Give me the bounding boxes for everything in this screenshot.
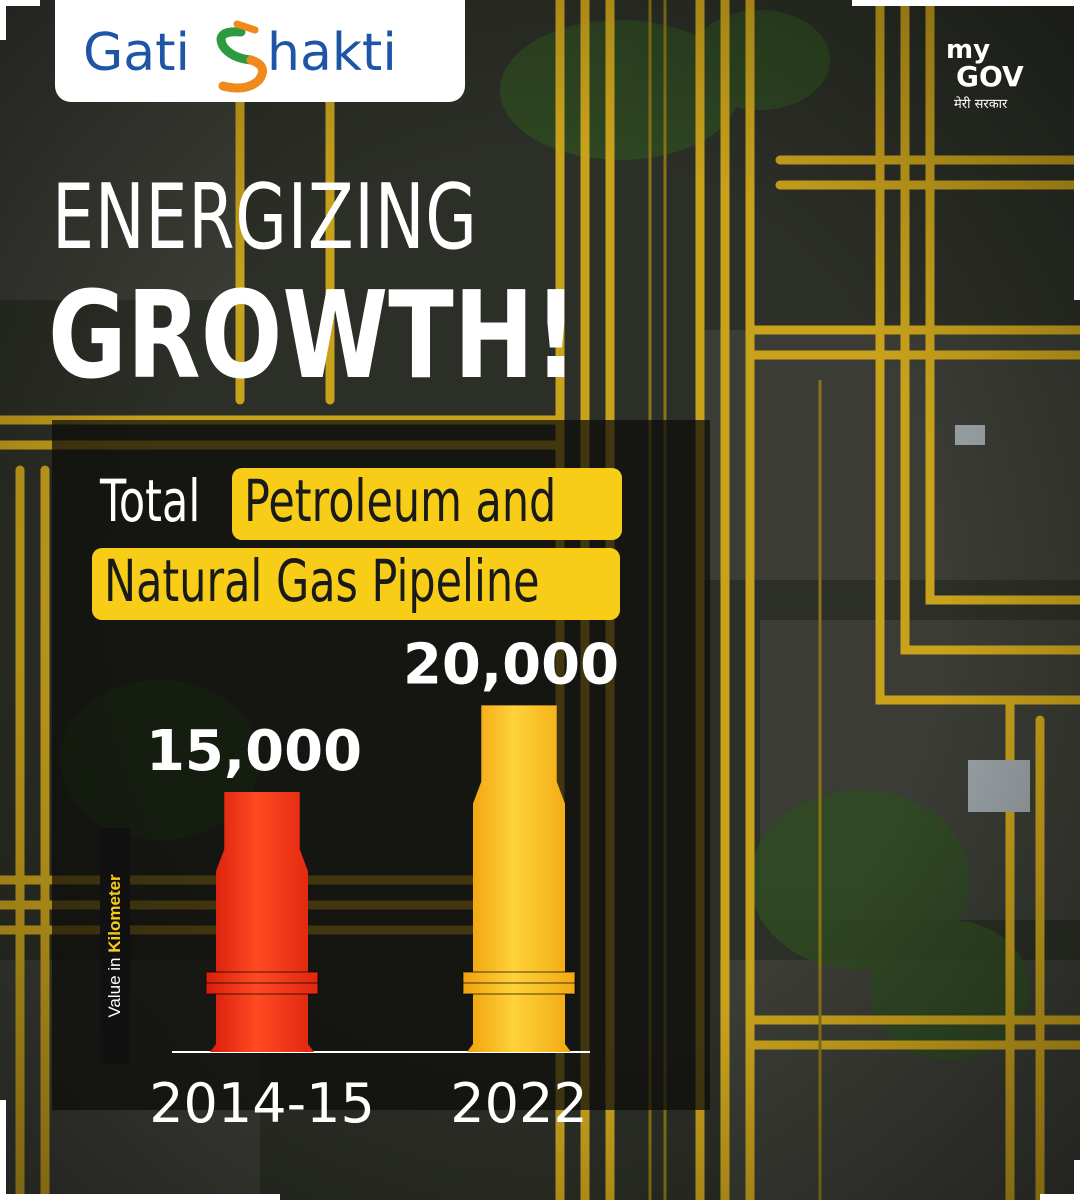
bar-category-label: 2022: [450, 1072, 587, 1135]
bar-value-label: 15,000: [146, 719, 362, 784]
bar-2022: 20,000 2022: [403, 632, 619, 1135]
bar-value-label: 20,000: [403, 632, 619, 697]
gati-shakti-logo: Gati hakti: [55, 0, 465, 102]
mygov-main-text: GOV: [956, 60, 1024, 93]
bar-flange: [205, 971, 319, 995]
subtitle-highlight-2: [92, 548, 620, 620]
mygov-top-text: my: [946, 36, 990, 65]
bar-2014-15: 15,000 2014-15: [146, 719, 375, 1135]
frame-corner-tr-v: [1074, 0, 1080, 300]
frame-corner-bl: [0, 1194, 280, 1200]
y-axis-label-box: [100, 828, 130, 1064]
frame-corner-bl-v: [0, 1100, 6, 1200]
bar-body: [210, 792, 314, 1052]
logo-s-swoosh-icon: [216, 20, 268, 93]
logo-left-text: Gati: [83, 23, 190, 83]
frame-corner-tl-v: [0, 0, 6, 40]
subtitle-plain: Total: [100, 467, 201, 535]
frame-corner-tr: [852, 0, 1080, 6]
mygov-logo: my GOV मेरी सरकार: [946, 36, 1024, 112]
frame-corner-tl: [0, 0, 40, 6]
headline-line-1: ENERGIZING: [52, 165, 478, 270]
subtitle-highlight-text-2: Natural Gas Pipeline: [104, 547, 540, 615]
bar-category-label: 2014-15: [149, 1072, 375, 1135]
bar-body: [467, 705, 571, 1052]
bar-flange: [462, 971, 576, 995]
mygov-tagline: मेरी सरकार: [954, 96, 1008, 112]
frame-corner-br: [1040, 1194, 1080, 1200]
frame-corner-br-v: [1074, 1160, 1080, 1200]
logo-right-text: hakti: [267, 23, 397, 83]
headline-line-2: GROWTH!: [48, 267, 578, 406]
subtitle-highlight-1: [232, 468, 622, 540]
subtitle-highlight-text-1: Petroleum and: [244, 467, 557, 535]
